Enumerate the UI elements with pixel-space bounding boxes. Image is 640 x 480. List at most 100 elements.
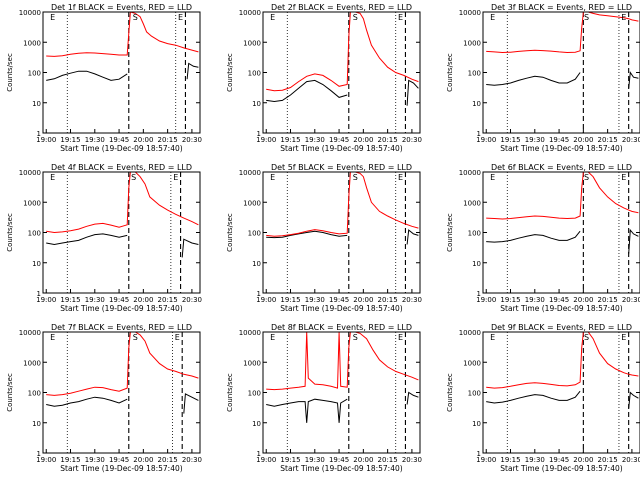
- series-events-line: [181, 238, 199, 258]
- x-tick-label: 19:15: [500, 136, 520, 144]
- plot-frame: [482, 11, 640, 134]
- panel-title: Det 9f BLACK = Events, RED = LLD: [491, 323, 632, 332]
- x-tick-label: 19:15: [60, 456, 80, 464]
- plot-frame: [262, 171, 421, 294]
- y-tick-label: 10: [32, 260, 41, 268]
- plot-frame: [42, 11, 201, 134]
- panel-title: Det 6f BLACK = Events, RED = LLD: [491, 163, 632, 172]
- interval-marker-label: E: [270, 173, 275, 182]
- plot-frame: [482, 331, 640, 454]
- x-tick-label: 19:30: [85, 136, 105, 144]
- panel-title: Det 7f BLACK = Events, RED = LLD: [51, 323, 192, 332]
- plot-frame: [262, 331, 421, 454]
- series-events-line: [183, 393, 199, 414]
- x-tick-label: 19:15: [500, 456, 520, 464]
- y-axis-label: Counts/sec: [6, 373, 14, 412]
- x-tick-label: 19:00: [256, 296, 276, 304]
- x-tick-label: 20:15: [158, 296, 178, 304]
- plot-frame: [42, 331, 201, 454]
- interval-marker-label: E: [621, 13, 626, 22]
- series-events-line: [46, 233, 128, 246]
- x-axis-label: Start Time (19-Dec-09 18:57:40): [500, 464, 622, 473]
- x-tick-label: 19:15: [60, 296, 80, 304]
- series-lld-line: [486, 172, 639, 220]
- x-tick-label: 20:00: [133, 296, 153, 304]
- x-tick-label: 20:30: [622, 136, 640, 144]
- x-tick-label: 20:00: [353, 136, 373, 144]
- y-axis-label: Counts/sec: [446, 213, 454, 252]
- interval-marker-label: E: [398, 173, 403, 182]
- interval-marker-label: E: [621, 333, 626, 342]
- x-axis-label: Start Time (19-Dec-09 18:57:40): [500, 304, 622, 313]
- series-events-line: [486, 72, 581, 86]
- x-tick-label: 20:00: [573, 456, 593, 464]
- series-lld-line: [486, 332, 639, 389]
- x-tick-label: 19:15: [60, 136, 80, 144]
- x-tick-label: 19:15: [280, 296, 300, 304]
- y-tick-label: 100: [468, 230, 481, 238]
- series-events-line: [406, 391, 419, 405]
- interval-marker-label: S: [133, 13, 138, 22]
- x-tick-label: 20:00: [353, 296, 373, 304]
- series-events-line: [186, 62, 199, 80]
- series-events-line: [46, 70, 128, 81]
- x-tick-label: 19:45: [109, 456, 129, 464]
- interval-marker-label: S: [353, 13, 358, 22]
- x-tick-label: 19:45: [549, 456, 569, 464]
- x-tick-label: 20:15: [158, 456, 178, 464]
- x-tick-label: 19:30: [305, 296, 325, 304]
- y-tick-label: 10000: [19, 169, 41, 177]
- y-tick-label: 10: [472, 260, 481, 268]
- x-tick-label: 19:15: [280, 456, 300, 464]
- plot-frame: [482, 171, 640, 294]
- x-tick-label: 19:30: [525, 456, 545, 464]
- panel-title: Det 2f BLACK = Events, RED = LLD: [271, 3, 412, 12]
- series-lld-line: [486, 12, 639, 54]
- interval-marker-label: S: [584, 173, 589, 182]
- interval-marker-label: S: [584, 333, 589, 342]
- x-tick-label: 19:15: [500, 296, 520, 304]
- series-events-line: [406, 229, 419, 245]
- y-tick-label: 1000: [23, 199, 41, 207]
- y-axis-label: Counts/sec: [226, 373, 234, 412]
- series-events-line: [486, 390, 581, 404]
- series-lld-line: [46, 332, 199, 396]
- y-tick-label: 10000: [459, 9, 481, 17]
- y-tick-label: 100: [28, 70, 41, 78]
- interval-marker-label: S: [353, 333, 358, 342]
- y-axis-label: Counts/sec: [226, 213, 234, 252]
- y-tick-label: 1: [477, 290, 481, 298]
- series-events-line: [628, 228, 639, 254]
- y-tick-label: 10: [252, 420, 261, 428]
- interval-marker-label: E: [175, 333, 180, 342]
- x-tick-label: 19:00: [36, 456, 56, 464]
- x-tick-label: 20:30: [182, 136, 202, 144]
- interval-marker-label: E: [490, 173, 495, 182]
- panel-title: Det 3f BLACK = Events, RED = LLD: [491, 3, 632, 12]
- series-lld-line: [266, 332, 419, 391]
- y-axis-label: Counts/sec: [6, 53, 14, 92]
- interval-marker-label: E: [50, 173, 55, 182]
- y-tick-label: 10: [252, 100, 261, 108]
- x-tick-label: 20:15: [598, 136, 618, 144]
- y-tick-label: 10: [472, 420, 481, 428]
- interval-marker-label: S: [584, 13, 589, 22]
- y-tick-label: 10000: [459, 169, 481, 177]
- x-tick-label: 19:00: [476, 136, 496, 144]
- y-tick-label: 1: [37, 450, 41, 458]
- series-events-line: [486, 230, 581, 243]
- x-tick-label: 19:45: [109, 136, 129, 144]
- x-tick-label: 20:15: [598, 296, 618, 304]
- interval-marker-label: E: [621, 173, 626, 182]
- series-lld-line: [46, 12, 199, 57]
- series-events-line: [266, 79, 348, 103]
- x-tick-label: 20:15: [378, 456, 398, 464]
- x-tick-label: 20:30: [402, 136, 422, 144]
- y-tick-label: 10000: [19, 9, 41, 17]
- x-tick-label: 20:00: [353, 456, 373, 464]
- x-tick-label: 20:00: [573, 296, 593, 304]
